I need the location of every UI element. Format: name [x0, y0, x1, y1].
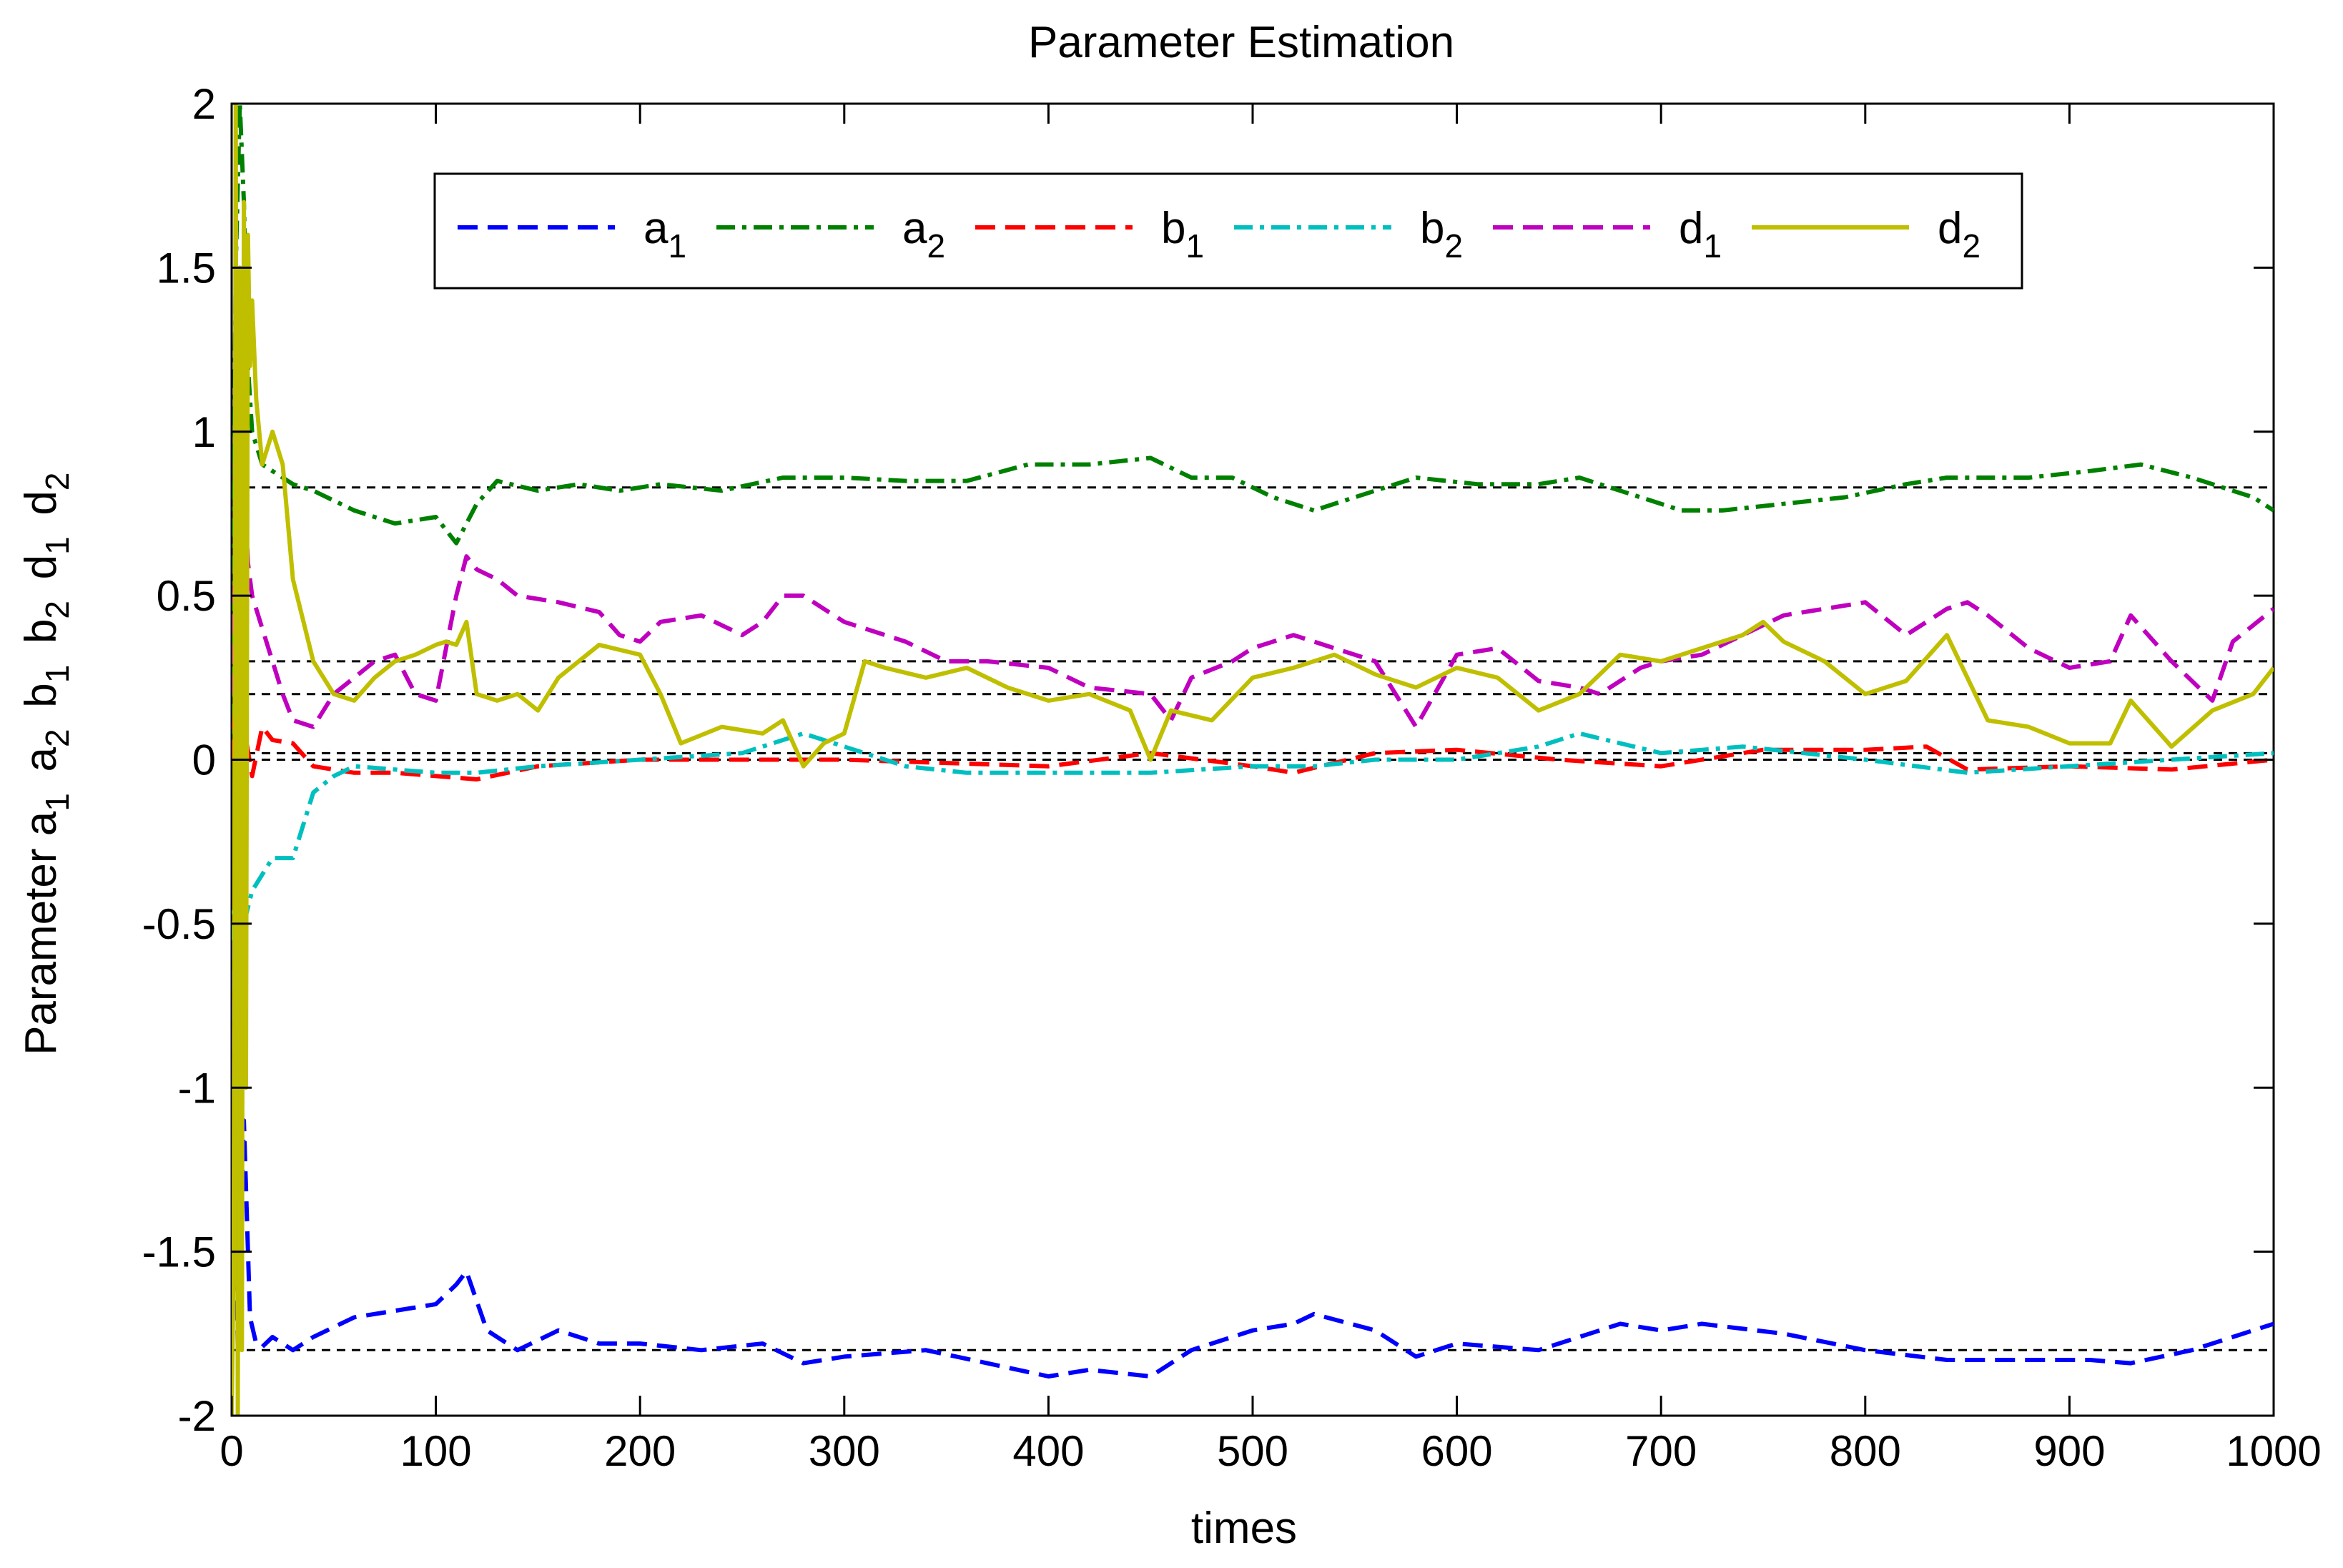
y-axis-title-subscript: 1	[39, 536, 76, 555]
y-axis-title-part: b	[16, 619, 66, 656]
y-axis-title-subscript: 2	[39, 473, 76, 491]
y-axis-title-subscript: 2	[39, 729, 76, 747]
y-tick-labels: -2 -1.5 -1 -0.5 0 0.5 1 1.5 2	[142, 80, 216, 1440]
y-tick-label: 2	[192, 80, 216, 128]
y-tick-label: 1.5	[157, 244, 216, 292]
legend-box	[433, 172, 2023, 290]
y-axis-title-part: d	[16, 490, 66, 528]
legend-label-d1: d1	[1679, 204, 1722, 265]
y-axis-title-subscript: 1	[39, 793, 76, 812]
series-line-d1	[232, 364, 2274, 729]
x-tick-label: 1000	[2226, 1427, 2321, 1475]
series-line-b2	[232, 731, 2274, 941]
series-line-a2	[232, 104, 2274, 760]
y-axis-title-part: Parameter a	[16, 811, 66, 1055]
x-tick-label: 100	[400, 1427, 472, 1475]
y-axis-title: Parameter a1 a2 b1 b2 d1 d2	[16, 463, 76, 1055]
y-axis-title-part: b	[16, 683, 66, 720]
y-axis-title-subscript: 1	[39, 665, 76, 684]
x-tick-label: 900	[2033, 1427, 2105, 1475]
x-tick-labels: 0 100 200 300 400 500 600 700 800 900 1000	[219, 1427, 2321, 1475]
legend-label-a1: a1	[643, 204, 686, 265]
legend-label-a2: a2	[902, 204, 945, 265]
x-tick-label: 500	[1217, 1427, 1288, 1475]
y-tick-label: 0	[192, 736, 216, 784]
chart-title: Parameter Estimation	[1028, 18, 1454, 67]
x-tick-label: 600	[1421, 1427, 1493, 1475]
y-tick-label: -1.5	[142, 1228, 216, 1276]
legend-label-b2: b2	[1420, 204, 1463, 265]
y-tick-label: 0.5	[157, 572, 216, 620]
legend-label-b1: b1	[1161, 204, 1204, 265]
series-line-a1	[232, 940, 2274, 1379]
legend: a1 a2 b1 b2 d1 d2	[433, 172, 2023, 290]
y-axis-title-subscript: 2	[39, 601, 76, 619]
series-line-d2	[232, 104, 2274, 1416]
x-axis-title: times	[1191, 1504, 1297, 1553]
axis-ticks	[230, 102, 2275, 1417]
series-lines	[232, 104, 2274, 1416]
x-tick-label: 700	[1625, 1427, 1697, 1475]
y-tick-label: -2	[178, 1392, 216, 1440]
x-tick-label: 400	[1012, 1427, 1084, 1475]
y-axis-title-part: d	[16, 555, 66, 592]
y-tick-label: -0.5	[142, 900, 216, 948]
y-axis-title-part: a	[16, 747, 66, 784]
legend-label-d2: d2	[1938, 204, 1981, 265]
x-tick-label: 200	[604, 1427, 676, 1475]
x-tick-label: 800	[1830, 1427, 1901, 1475]
x-tick-label: 0	[219, 1427, 243, 1475]
y-tick-label: -1	[178, 1064, 216, 1112]
y-tick-label: 1	[192, 408, 216, 456]
true-value-reference-lines	[232, 486, 2274, 1351]
x-tick-label: 300	[809, 1427, 880, 1475]
